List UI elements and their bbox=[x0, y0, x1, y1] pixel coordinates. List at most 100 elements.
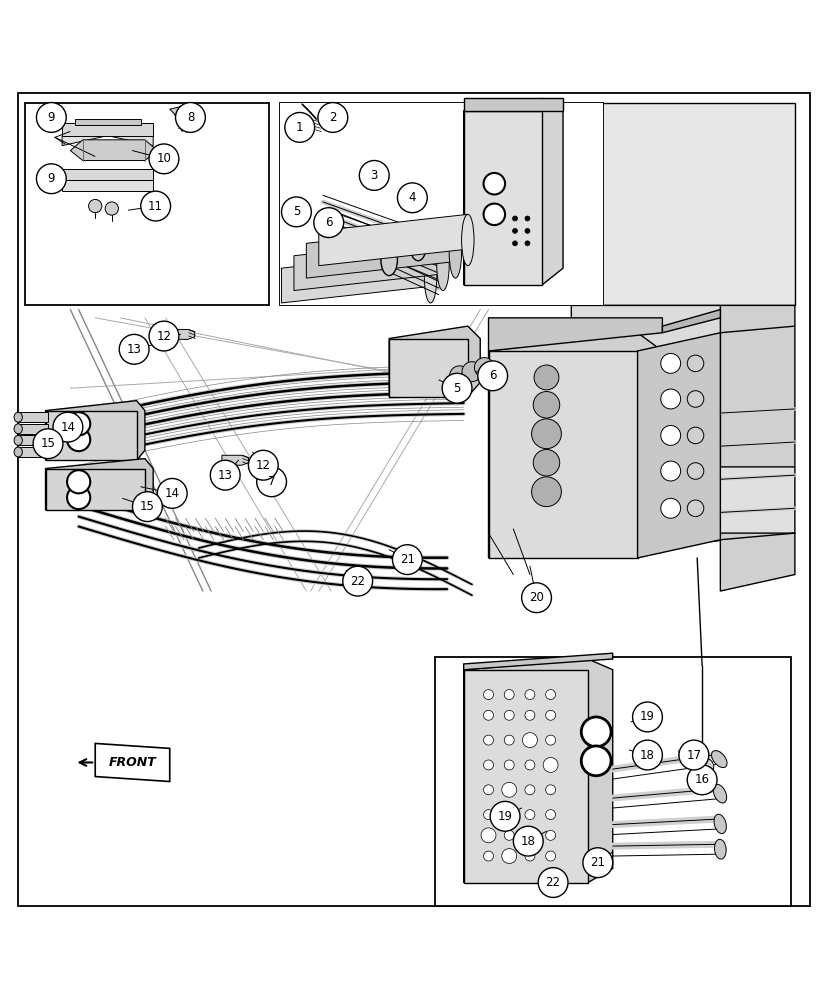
Polygon shape bbox=[45, 459, 153, 510]
Text: 2: 2 bbox=[328, 111, 337, 124]
Circle shape bbox=[318, 103, 347, 132]
Ellipse shape bbox=[710, 751, 726, 768]
Circle shape bbox=[67, 486, 90, 509]
Text: 21: 21 bbox=[590, 856, 605, 869]
Circle shape bbox=[36, 103, 66, 132]
Circle shape bbox=[67, 412, 90, 435]
Polygon shape bbox=[637, 333, 719, 558]
Text: 5: 5 bbox=[453, 382, 460, 395]
Circle shape bbox=[36, 164, 66, 194]
Circle shape bbox=[342, 566, 372, 596]
Circle shape bbox=[678, 740, 708, 770]
Circle shape bbox=[545, 785, 555, 795]
Circle shape bbox=[545, 851, 555, 861]
Circle shape bbox=[660, 498, 680, 518]
Circle shape bbox=[632, 702, 662, 732]
Text: 14: 14 bbox=[165, 487, 179, 500]
Circle shape bbox=[313, 208, 343, 238]
Polygon shape bbox=[463, 670, 587, 883]
Text: 1: 1 bbox=[295, 121, 304, 134]
Text: 10: 10 bbox=[156, 152, 171, 165]
Text: 4: 4 bbox=[408, 191, 416, 204]
Text: 11: 11 bbox=[148, 200, 163, 213]
Circle shape bbox=[696, 758, 713, 775]
Circle shape bbox=[281, 197, 311, 227]
Circle shape bbox=[480, 828, 495, 843]
Circle shape bbox=[521, 583, 551, 613]
Circle shape bbox=[33, 429, 63, 459]
Circle shape bbox=[522, 733, 537, 748]
Text: 13: 13 bbox=[218, 469, 232, 482]
Bar bbox=[25, 103, 269, 305]
Text: FRONT: FRONT bbox=[108, 756, 156, 769]
Circle shape bbox=[132, 492, 162, 522]
Circle shape bbox=[504, 810, 514, 820]
Text: 22: 22 bbox=[545, 876, 560, 889]
Circle shape bbox=[359, 161, 389, 190]
Ellipse shape bbox=[14, 412, 22, 422]
Circle shape bbox=[483, 710, 493, 720]
Polygon shape bbox=[45, 401, 145, 460]
Circle shape bbox=[501, 849, 516, 863]
Circle shape bbox=[581, 746, 610, 776]
Polygon shape bbox=[719, 533, 794, 591]
Circle shape bbox=[533, 392, 559, 418]
Circle shape bbox=[149, 144, 179, 174]
Circle shape bbox=[490, 801, 519, 831]
Circle shape bbox=[660, 425, 680, 445]
Circle shape bbox=[543, 758, 557, 772]
Polygon shape bbox=[222, 455, 248, 465]
Ellipse shape bbox=[712, 784, 726, 803]
Text: 18: 18 bbox=[639, 749, 654, 762]
Text: 12: 12 bbox=[156, 330, 171, 343]
Ellipse shape bbox=[14, 424, 22, 434]
Circle shape bbox=[483, 760, 493, 770]
Text: 7: 7 bbox=[267, 475, 275, 488]
Ellipse shape bbox=[713, 814, 725, 834]
Polygon shape bbox=[70, 140, 157, 161]
Text: 22: 22 bbox=[350, 575, 365, 588]
Circle shape bbox=[483, 785, 493, 795]
Polygon shape bbox=[95, 743, 170, 782]
Polygon shape bbox=[281, 252, 430, 303]
Ellipse shape bbox=[14, 447, 22, 457]
Circle shape bbox=[141, 191, 170, 221]
Text: 8: 8 bbox=[187, 111, 194, 124]
Polygon shape bbox=[463, 653, 612, 670]
Circle shape bbox=[660, 461, 680, 481]
Circle shape bbox=[149, 321, 179, 351]
Circle shape bbox=[284, 112, 314, 142]
Circle shape bbox=[513, 826, 543, 856]
Ellipse shape bbox=[437, 239, 448, 291]
Circle shape bbox=[442, 373, 471, 403]
Circle shape bbox=[545, 810, 555, 820]
Polygon shape bbox=[389, 339, 467, 396]
Circle shape bbox=[483, 690, 493, 700]
Polygon shape bbox=[62, 123, 153, 136]
Circle shape bbox=[533, 365, 558, 390]
Circle shape bbox=[504, 690, 514, 700]
Circle shape bbox=[397, 183, 427, 213]
Circle shape bbox=[524, 241, 529, 246]
Ellipse shape bbox=[380, 244, 397, 276]
Polygon shape bbox=[629, 467, 794, 550]
Polygon shape bbox=[170, 107, 186, 115]
Polygon shape bbox=[62, 169, 153, 180]
Polygon shape bbox=[571, 305, 719, 483]
Text: 6: 6 bbox=[488, 369, 496, 382]
Circle shape bbox=[67, 470, 90, 493]
Circle shape bbox=[88, 199, 102, 213]
Circle shape bbox=[531, 419, 561, 449]
Polygon shape bbox=[280, 103, 602, 305]
Polygon shape bbox=[18, 447, 48, 457]
Text: 15: 15 bbox=[140, 500, 155, 513]
Circle shape bbox=[483, 204, 504, 225]
Bar bbox=[280, 103, 602, 305]
Text: 15: 15 bbox=[41, 437, 55, 450]
Circle shape bbox=[483, 735, 493, 745]
Ellipse shape bbox=[449, 227, 461, 278]
Circle shape bbox=[392, 545, 422, 575]
Text: 19: 19 bbox=[497, 810, 512, 823]
Circle shape bbox=[248, 450, 278, 480]
Circle shape bbox=[504, 735, 514, 745]
